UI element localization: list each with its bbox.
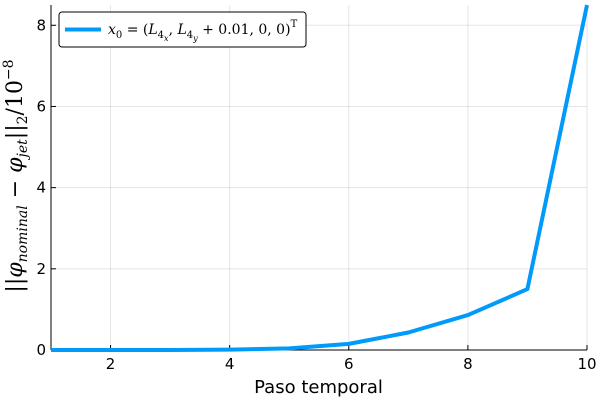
legend-label: x0 = (L4x, L4y + 0.01, 0, 0)T xyxy=(108,19,298,43)
svg-text:||φnominal − φjet||2/10−8: ||φnominal − φjet||2/10−8 xyxy=(1,59,31,292)
series-lines xyxy=(51,4,589,352)
y-tick-label: 6 xyxy=(36,97,46,115)
y-tick-label: 8 xyxy=(36,16,46,34)
y-title-phi1: φ xyxy=(3,262,28,278)
y-title-open: || xyxy=(3,278,28,293)
y-axis-title: ||φnominal − φjet||2/10−8 xyxy=(1,59,31,292)
y-tick-label: 0 xyxy=(36,341,46,359)
series-line xyxy=(51,4,589,352)
x-axis-title: Paso temporal xyxy=(254,377,383,398)
x-tick-label: 4 xyxy=(225,355,235,373)
y-title-phi2: φ xyxy=(3,157,28,173)
x-tick-label: 6 xyxy=(344,355,354,373)
tick-labels: 2 4 6 8 10 0 2 4 6 8 xyxy=(36,16,596,373)
y-tick-label: 4 xyxy=(36,179,46,197)
x-tick-label: 10 xyxy=(577,355,596,373)
y-title-sub1: nominal xyxy=(15,205,31,262)
legend: x0 = (L4x, L4y + 0.01, 0, 0)T xyxy=(58,11,307,48)
y-title-sub2: jet xyxy=(15,139,31,161)
legend-box xyxy=(58,11,307,48)
y-title-exp: −8 xyxy=(1,59,17,80)
y-title-div: /10 xyxy=(3,80,28,115)
x-tick-label: 2 xyxy=(106,355,116,373)
y-title-close: || xyxy=(3,124,28,139)
y-title-minus: − xyxy=(3,173,28,205)
y-title-norm-sub: 2 xyxy=(15,115,31,124)
y-tick-label: 2 xyxy=(36,260,46,278)
x-tick-label: 8 xyxy=(463,355,473,373)
